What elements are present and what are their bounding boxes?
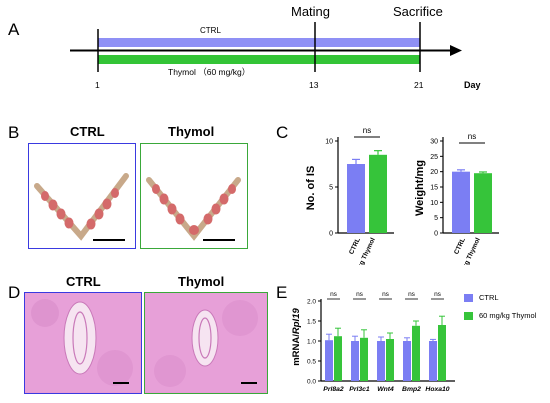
c-left-ylabel: No. of IS [305,166,317,211]
e-bar-bmp2-ctrl [403,341,411,381]
legend-swatch-thymol [464,311,473,320]
c-left-xlabel-ctrl: CTRL [348,237,362,256]
legend-swatch-ctrl [464,293,473,302]
c-right-xlabel-ctrl: CTRL [453,237,467,256]
histology-thymol [144,292,268,394]
e-y-ticks: 0.0 0.5 1.0 1.5 2.0 [307,299,321,386]
legend: CTRL 60 mg/kg Thymol [464,293,536,320]
e-xlabel-bmp2: Bmp2 [402,386,421,393]
e-ylabel: mRNA/Rpl19 [291,308,302,366]
c-right-bars [452,169,492,233]
c-left-ytick-label: 0 [329,231,333,238]
legend-label-ctrl: CTRL [479,293,499,302]
e-xlabel-prl3c1: Prl3c1 [349,386,370,393]
panel-label-e: E [276,283,288,302]
legend-item-thymol: 60 mg/kg Thymol [464,311,536,320]
e-xlabel-wnt4: Wnt4 [377,386,394,393]
e-sig-label: ns [382,291,390,298]
c-right-ytick-label: 25 [430,154,438,161]
e-bars [325,315,446,381]
c-right-ylabel: Weight/mg [414,160,426,216]
panel-d-ctrl-title: CTRL [66,274,101,289]
c-right-ytick-label: 5 [434,215,438,222]
c-right-ytick-label: 15 [430,185,438,192]
e-bar-wnt4-ctrl [377,341,385,381]
e-sig-label: ns [434,291,442,298]
e-xlabel-hoxa10: Hoxa10 [425,386,449,393]
ctrl-bar-label: CTRL [200,26,221,35]
e-sig-label: ns [356,291,364,298]
c-right-bar-thymol [474,173,492,233]
histology-ctrl [24,292,142,394]
c-left-ytick-label: 5 [329,185,333,192]
e-bar-bmp2-thymol [412,325,420,381]
c-left-sig-label: ns [363,126,371,135]
timeline-arrow-icon [450,45,462,56]
e-ytick-label: 0.5 [307,359,316,366]
thymol-treatment-bar [98,55,420,64]
uterus-photo-ctrl [28,143,136,249]
e-bar-prl3c1-thymol [360,337,368,381]
ctrl-treatment-bar [98,38,420,47]
e-xlabel-prl8a2: Prl8a2 [323,386,344,393]
tick-label-day21: 21 [414,80,424,90]
e-bar-prl3c1-ctrl [351,341,359,381]
panel-d-thymol-title: Thymol [178,274,225,289]
thymol-bar-label: Thymol （60 mg/kg） [168,67,251,77]
chart-gene-expression: mRNA/Rpl19 0.0 0.5 1.0 1.5 2.0 ns ns ns ns ns Pr… [291,291,455,393]
c-right-ytick-label: 10 [430,200,438,207]
timeline-axis-label: Day [464,80,481,90]
legend-label-thymol: 60 mg/kg Thymol [479,311,537,320]
c-right-bar-ctrl [452,171,470,233]
c-left-bar-ctrl [347,164,365,233]
e-bar-prl8a2-ctrl [325,340,333,381]
event-label-sacrifice: Sacrifice [393,4,443,19]
c-left-bar-thymol [369,154,387,233]
tick-label-day1: 1 [95,80,100,90]
e-bar-prl8a2-thymol [334,336,342,381]
panel-label-d: D [8,283,21,302]
e-bar-hoxa10-ctrl [429,341,437,381]
panel-b-ctrl-title: CTRL [70,124,105,139]
uterus-photo-thymol [140,143,248,249]
panel-label-b: B [8,123,20,142]
event-label-mating: Mating [291,4,331,19]
e-ytick-label: 0.0 [307,379,316,386]
panel-label-c: C [276,123,289,142]
tick-label-day13: 13 [309,80,319,90]
e-bar-wnt4-thymol [386,339,394,381]
c-left-ytick-label: 10 [325,139,333,146]
c-left-y-ticks: 0 5 10 [325,139,338,238]
e-bar-hoxa10-thymol [438,325,446,381]
c-right-ytick-label: 20 [430,169,438,176]
e-ytick-label: 1.5 [307,319,316,326]
panel-b-thymol-title: Thymol [168,124,215,139]
e-sig-label: ns [408,291,416,298]
legend-item-ctrl: CTRL [464,293,536,302]
c-left-bars [347,150,387,233]
e-ytick-label: 1.0 [307,339,316,346]
c-right-ytick-label: 30 [430,139,438,146]
e-x-labels: Prl8a2 Prl3c1 Wnt4 Bmp2 Hoxa10 [323,386,450,393]
e-ytick-label: 2.0 [307,299,316,306]
e-sig-label: ns [330,291,338,298]
c-right-y-ticks: 0 5 10 15 20 25 30 [430,139,443,238]
e-sig-annotations: ns ns ns ns ns [327,291,444,300]
timeline-figure [70,22,462,72]
c-right-sig-label: ns [468,132,476,141]
c-right-ytick-label: 0 [434,231,438,238]
panel-label-a: A [8,20,20,39]
